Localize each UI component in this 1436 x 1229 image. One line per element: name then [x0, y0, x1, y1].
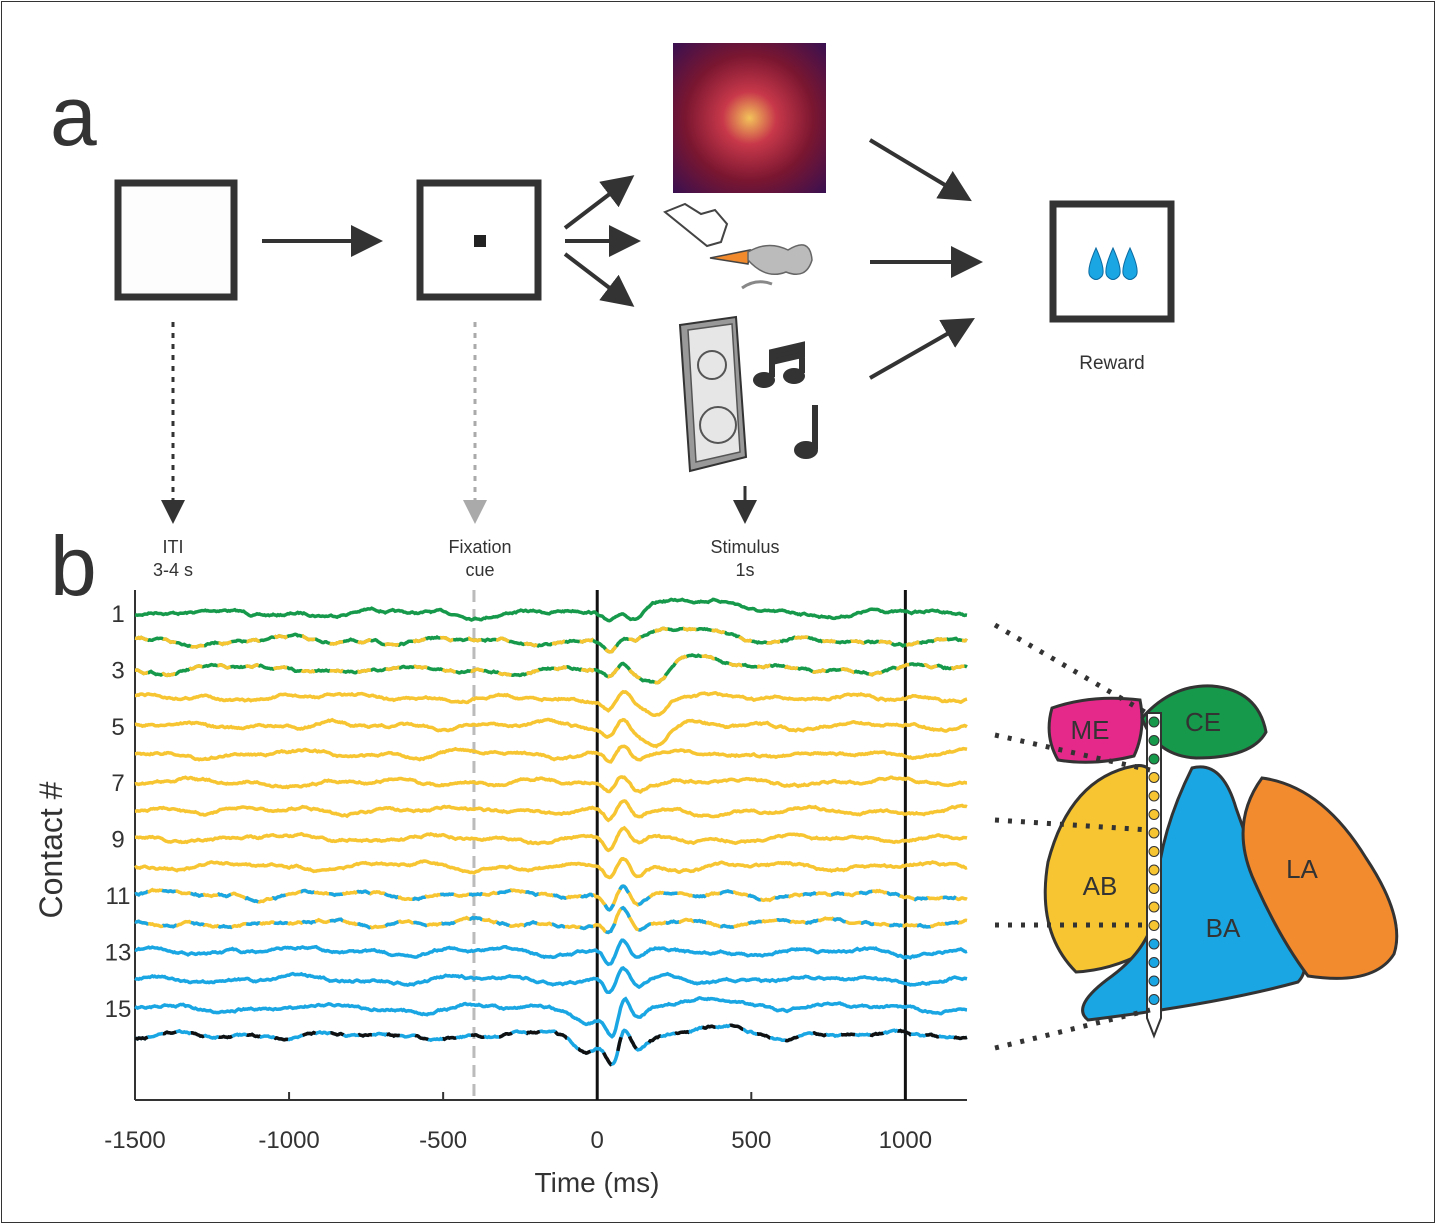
contact [1148, 809, 1160, 820]
y-tick-label: 11 [106, 883, 131, 910]
trace [134, 775, 968, 794]
contact [1148, 864, 1160, 876]
trace [134, 1023, 968, 1067]
arrow [563, 252, 635, 307]
iti-screen [114, 179, 238, 301]
contact [1148, 920, 1160, 931]
y-tick-label: 5 [111, 714, 124, 741]
trace [134, 856, 968, 880]
panel-label: a [50, 69, 97, 163]
y-tick-label: 9 [111, 827, 124, 854]
connector-lines [993, 622, 1152, 1051]
x-tick-label: 0 [591, 1127, 604, 1154]
region-label: AB [1083, 871, 1118, 901]
x-tick-label: -500 [419, 1127, 467, 1154]
contact [1148, 846, 1160, 857]
trace [134, 626, 968, 654]
contact [1148, 957, 1160, 968]
region-labels: ME CE AB BA LA [1071, 707, 1319, 943]
region [1047, 696, 1144, 764]
sound-icon [678, 315, 818, 473]
contact [1148, 901, 1160, 913]
trace [134, 799, 968, 823]
event-label: ITI [163, 537, 184, 557]
region [1140, 684, 1268, 760]
y-tick-label: 1 [111, 601, 124, 628]
trace-overlay [134, 626, 968, 654]
event-label: cue [465, 560, 494, 580]
y-tick-label: 13 [105, 939, 132, 966]
reward-label: Reward [1079, 353, 1144, 374]
trace [134, 995, 968, 1039]
trace [134, 938, 968, 967]
y-tick-label: 7 [111, 770, 124, 797]
region [1241, 776, 1399, 980]
arrow [868, 138, 972, 202]
trace [134, 884, 968, 912]
x-tick-label: 500 [731, 1127, 771, 1154]
trace [134, 597, 968, 623]
arrow [563, 175, 635, 230]
x-axis-title: Time (ms) [535, 1167, 660, 1198]
trace-overlay [134, 884, 968, 912]
amygdala-diagram [1043, 684, 1399, 1022]
trace [134, 905, 968, 935]
trace [134, 717, 968, 749]
drops [1088, 246, 1138, 280]
visual-stimulus [673, 43, 826, 193]
region-label: BA [1206, 913, 1241, 943]
trace [134, 966, 968, 995]
odor-icon [663, 202, 813, 290]
trace [135, 744, 968, 764]
contact [1148, 790, 1160, 802]
contact [1148, 827, 1160, 839]
y-tick-label: 15 [105, 996, 132, 1023]
panel-label: b [50, 519, 97, 613]
contact [1148, 753, 1160, 765]
event-label: 3-4 s [153, 560, 193, 580]
trace-overlay [134, 905, 968, 935]
contact [1148, 975, 1160, 987]
x-tick-label: -1500 [104, 1127, 165, 1154]
region-label: CE [1185, 707, 1221, 737]
event-label: Stimulus [710, 537, 779, 557]
fixation-dot [474, 235, 486, 247]
electrode [1146, 712, 1162, 1039]
trace-overlay [135, 653, 968, 685]
event-label: 1s [735, 560, 754, 580]
event-label: Fixation [448, 537, 511, 557]
y-tick-label: 3 [111, 657, 124, 684]
contact [1148, 716, 1160, 728]
contact [1148, 772, 1160, 783]
trace [134, 825, 968, 853]
region-label: ME [1071, 715, 1110, 745]
contact [1148, 735, 1160, 746]
arrow [869, 318, 975, 380]
contact [1148, 883, 1160, 894]
contact [1148, 994, 1160, 1005]
region-label: LA [1286, 854, 1318, 884]
trace [135, 689, 968, 718]
x-tick-label: -1000 [258, 1127, 319, 1154]
y-axis-title: Contact # [33, 781, 69, 918]
x-tick-label: 1000 [879, 1127, 932, 1154]
contact [1148, 938, 1160, 950]
